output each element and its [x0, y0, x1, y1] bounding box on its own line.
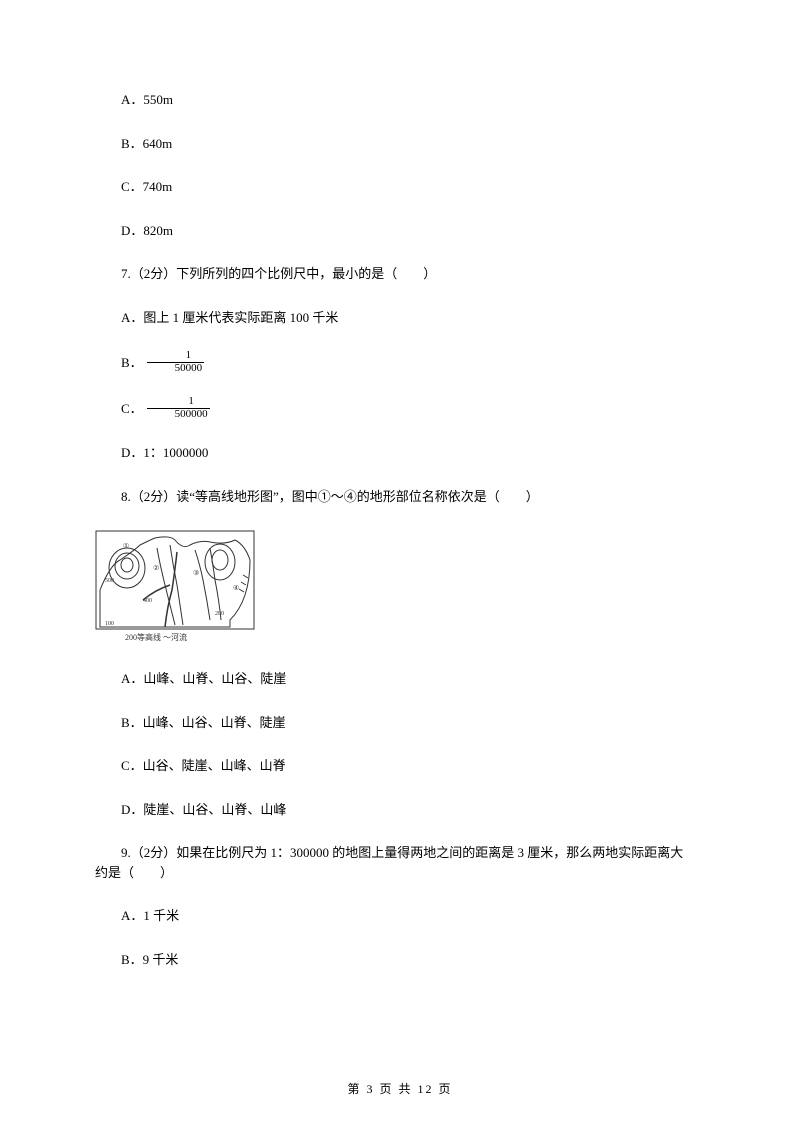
q9-stem-line2: 约是（ ）	[95, 863, 725, 883]
q9-stem: 9.（2分）如果在比例尺为 1：300000 的地图上量得两地之间的距离是 3 …	[95, 843, 725, 882]
fraction-icon: 1 500000	[147, 396, 210, 420]
q8-stem: 8.（2分）读“等高线地形图”，图中①～④的地形部位名称依次是（ ）	[95, 487, 725, 507]
page-footer: 第 3 页 共 12 页	[0, 1080, 800, 1098]
q7-stem: 7.（2分）下列所列的四个比例尺中，最小的是（ ）	[95, 264, 725, 284]
q6-option-a: A．550m	[95, 90, 725, 110]
q7-option-c: C． 1 500000	[95, 397, 725, 421]
svg-text:500: 500	[105, 578, 114, 584]
contour-map-diagram: ① ② ③ ④ 500 400 200 100 200等高线 〜河流	[95, 530, 255, 645]
q7-option-c-prefix: C．	[95, 399, 143, 419]
q6-option-d: D．820m	[95, 221, 725, 241]
diagram-caption: 200等高线 〜河流	[125, 632, 187, 642]
svg-text:①: ①	[123, 542, 129, 550]
svg-text:④: ④	[233, 584, 239, 592]
q9-stem-line1: 9.（2分）如果在比例尺为 1：300000 的地图上量得两地之间的距离是 3 …	[95, 843, 725, 863]
svg-text:③: ③	[193, 569, 199, 577]
fraction-icon: 1 50000	[147, 350, 205, 374]
q7-option-b-prefix: B．	[95, 353, 143, 373]
q9-option-a: A．1 千米	[95, 906, 725, 926]
q9-option-b: B．9 千米	[95, 950, 725, 970]
q8-option-a: A．山峰、山脊、山谷、陡崖	[95, 669, 725, 689]
q8-option-d: D．陡崖、山谷、山脊、山峰	[95, 800, 725, 820]
svg-text:②: ②	[153, 564, 159, 572]
fraction-numerator: 1	[147, 350, 205, 363]
fraction-numerator: 1	[147, 396, 210, 409]
q6-option-c: C．740m	[95, 177, 725, 197]
q6-option-b: B．640m	[95, 134, 725, 154]
svg-text:400: 400	[143, 598, 152, 604]
fraction-denominator: 500000	[147, 409, 210, 421]
svg-text:100: 100	[105, 621, 114, 627]
q8-option-b: B．山峰、山谷、山脊、陡崖	[95, 713, 725, 733]
q7-option-d: D．1：1000000	[95, 443, 725, 463]
svg-text:200: 200	[215, 611, 224, 617]
q8-option-c: C．山谷、陡崖、山峰、山脊	[95, 756, 725, 776]
q7-option-a: A．图上 1 厘米代表实际距离 100 千米	[95, 308, 725, 328]
q7-option-b: B． 1 50000	[95, 351, 725, 375]
fraction-denominator: 50000	[147, 363, 205, 375]
